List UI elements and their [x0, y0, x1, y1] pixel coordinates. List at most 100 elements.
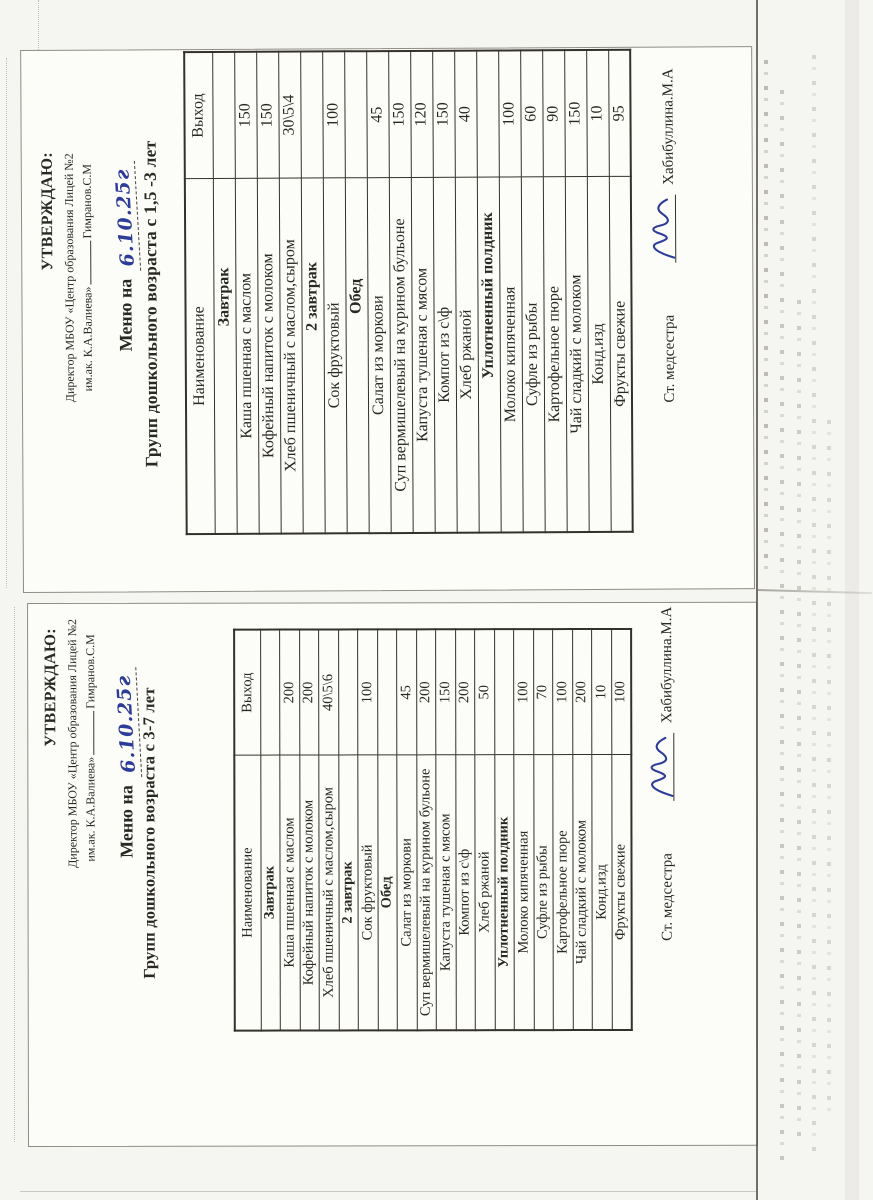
menu-item-row: Салат из моркови 45	[396, 629, 417, 1031]
menu-item-row: Кофейный напиток с молоком 200	[299, 629, 320, 1031]
dish-name: Картофельное пюре	[552, 754, 573, 1031]
dish-name: Хлеб пшеничный с маслом,сыром	[278, 178, 303, 534]
ink-bleedthrough-marks	[780, 90, 784, 1160]
menu-item-row: Картофельное пюре 90	[542, 50, 567, 533]
dish-name: Салат из моркови	[366, 177, 391, 534]
portion-size: 45	[366, 51, 389, 178]
portion-size: 200	[279, 629, 300, 756]
menu-item-row: Хлеб пшеничный с маслом,сыром 40\5\6	[318, 629, 339, 1031]
portion-size: 60	[520, 50, 543, 177]
dish-name: Компот из с\ф	[455, 754, 476, 1031]
menu-section-row: 2 завтрак	[300, 51, 325, 534]
dish-name: Фрукты свежие	[608, 176, 633, 532]
page-title: Групп дошкольного возраста с 1,5 -3 лет	[139, 140, 162, 468]
dish-name: Чай сладкий с молоком	[564, 176, 589, 533]
dish-name: Молоко кипяченная	[513, 754, 534, 1031]
approval-block: УТВЕРЖДАЮ: Директор МБОУ «Центр образова…	[41, 618, 98, 868]
dish-name: Кофейный напиток с молоком	[256, 178, 281, 534]
portion-size: 100	[611, 628, 631, 755]
menu-label: Меню на	[115, 278, 136, 352]
menu-section-row: Завтрак	[260, 629, 281, 1031]
portion-size	[344, 51, 367, 178]
dish-name: Завтрак	[212, 178, 237, 534]
menu-item-row: Хлеб пшеничный с маслом,сыром 30\5\4	[278, 51, 303, 534]
dish-name: Конд.изд	[591, 754, 612, 1031]
director-signature-line	[83, 710, 95, 755]
approval-org: им.ак. К.А.Валиева»	[80, 286, 95, 392]
table-header-row: Наименование Выход	[184, 52, 215, 535]
portion-size: 100	[498, 50, 521, 178]
portion-size: 50	[474, 629, 495, 755]
portion-size	[260, 629, 280, 756]
menu-item-row: Сок фруктовый 100	[357, 629, 378, 1031]
ink-bleedthrough-marks	[827, 420, 831, 1120]
portion-size: 10	[586, 49, 609, 177]
dish-name: Суп вермишелевый на курином бульоне	[388, 177, 413, 534]
portion-size: 100	[552, 629, 573, 755]
portion-size: 200	[416, 629, 436, 755]
menu-item-row: Суп вермишелевый на курином бульоне 200	[416, 629, 437, 1031]
approval-director-line: Директор МБОУ «Центр образования Лицей №…	[65, 618, 80, 868]
menu-item-row: Чай сладкий с молоком 200	[572, 629, 593, 1031]
column-header-output: Выход	[184, 52, 213, 179]
portion-size	[338, 629, 358, 755]
menu-section-row: Обед	[344, 51, 369, 534]
table-header-row: Наименование Выход	[234, 629, 261, 1031]
portion-size: 150	[435, 629, 456, 755]
menu-item-row: Каша пшенная с маслом 200	[279, 629, 300, 1031]
menu-item-row: Каша пшенная с маслом 150	[234, 51, 259, 534]
menu-item-row: Капуста тушеная с мясом 150	[435, 629, 456, 1031]
director-name: Гимранов.С.М	[79, 163, 95, 239]
menu-page-group-1-5-3: УТВЕРЖДАЮ: Директор МБОУ «Центр образова…	[20, 46, 755, 593]
nurse-signature-line: Ст. медсестра Хабибуллина.М.А	[646, 607, 677, 941]
nurse-name: Хабибуллина.М.А	[660, 68, 677, 185]
director-name: Гимранов.С.М	[83, 634, 98, 709]
scan-fold-dotted-line	[38, 0, 39, 50]
menu-item-row: Капуста тушеная с мясом 120	[410, 50, 435, 533]
scan-fold-dotted-line	[6, 58, 7, 588]
menu-item-row: Фрукты свежие 95	[608, 49, 633, 532]
menu-section-row: Уплотненный полдник	[494, 629, 515, 1031]
menu-table: Наименование Выход Завтрак Каша пшенная с…	[183, 48, 634, 536]
portion-size	[212, 51, 235, 179]
portion-size: 200	[572, 629, 592, 755]
dish-name: Сок фруктовый	[322, 177, 347, 534]
nurse-role: Ст. медсестра	[661, 314, 679, 403]
column-header-output: Выход	[234, 629, 261, 756]
approval-heading: УТВЕРЖДАЮ:	[42, 627, 60, 747]
approval-director-line: Директор МБОУ «Центр образования Лицей №…	[61, 153, 78, 403]
scan-edge-shadow-line	[756, 0, 758, 1200]
dish-name: Чай сладкий с молоком	[572, 754, 593, 1031]
portion-size	[494, 629, 514, 755]
menu-item-row: Молоко кипяченная 100	[498, 50, 523, 533]
menu-section-row: 2 завтрак	[338, 629, 359, 1031]
handwritten-signature-icon	[652, 198, 676, 259]
approval-heading: УТВЕРЖДАЮ:	[38, 151, 57, 271]
portion-size: 200	[455, 629, 475, 755]
menu-date-line: Меню на 6.10.25г	[110, 161, 142, 352]
dish-name: 2 завтрак	[338, 754, 359, 1031]
portion-size: 150	[564, 50, 587, 177]
menu-item-row: Хлеб ржаной 50	[474, 629, 495, 1031]
handwritten-date: 6.10.25г	[110, 161, 142, 273]
portion-size: 90	[542, 50, 565, 177]
dish-name: Каша пшенная с маслом	[279, 755, 300, 1031]
ink-bleedthrough-marks	[764, 60, 768, 580]
menu-item-row: Конд.изд 10	[586, 49, 611, 533]
scan-bottom-edge-line	[20, 1191, 756, 1192]
portion-size: 150	[256, 51, 279, 179]
menu-item-row: Суфле из рыбы 60	[520, 50, 545, 533]
menu-item-row: Компот из с\ф 150	[432, 50, 457, 533]
dish-name: 2 завтрак	[300, 177, 325, 534]
menu-item-row: Суп вермишелевый на курином бульоне 150	[388, 50, 413, 534]
director-signature-line	[80, 240, 92, 285]
dish-name: Уплотненный полдник	[494, 754, 515, 1031]
menu-item-row: Хлеб ржаной 40	[454, 50, 479, 533]
menu-item-row: Фрукты свежие 100	[611, 628, 632, 1030]
dish-name: Кофейный напиток с молоком	[299, 754, 320, 1031]
menu-label: Меню на	[116, 785, 137, 858]
approval-org: им.ак. К.А.Валиева»	[83, 756, 98, 862]
menu-section-row: Уплотненный полдник	[476, 50, 501, 533]
menu-section-row: Завтрак	[212, 51, 237, 534]
